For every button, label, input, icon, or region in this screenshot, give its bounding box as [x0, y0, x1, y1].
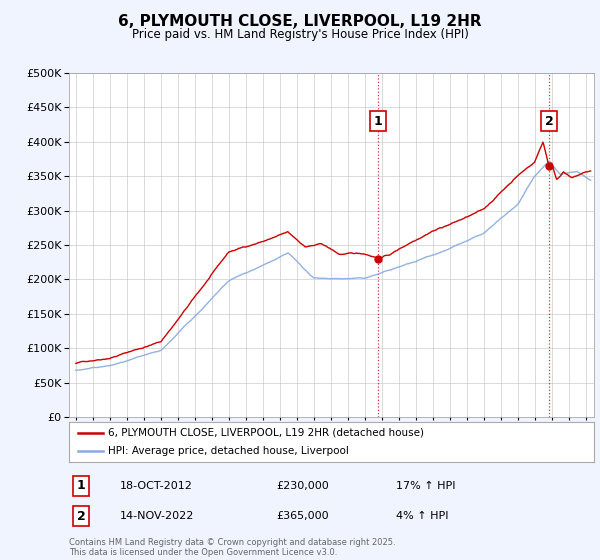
Text: 17% ↑ HPI: 17% ↑ HPI — [396, 480, 455, 491]
Text: £230,000: £230,000 — [276, 480, 329, 491]
Text: 2: 2 — [545, 114, 554, 128]
Text: 1: 1 — [77, 479, 85, 492]
Text: 6, PLYMOUTH CLOSE, LIVERPOOL, L19 2HR (detached house): 6, PLYMOUTH CLOSE, LIVERPOOL, L19 2HR (d… — [109, 428, 424, 437]
Text: 1: 1 — [374, 114, 383, 128]
Text: Contains HM Land Registry data © Crown copyright and database right 2025.
This d: Contains HM Land Registry data © Crown c… — [69, 538, 395, 557]
Text: 4% ↑ HPI: 4% ↑ HPI — [396, 511, 449, 521]
Text: 6, PLYMOUTH CLOSE, LIVERPOOL, L19 2HR: 6, PLYMOUTH CLOSE, LIVERPOOL, L19 2HR — [118, 14, 482, 29]
Text: HPI: Average price, detached house, Liverpool: HPI: Average price, detached house, Live… — [109, 446, 349, 456]
Text: 18-OCT-2012: 18-OCT-2012 — [120, 480, 193, 491]
Text: £365,000: £365,000 — [276, 511, 329, 521]
Text: 14-NOV-2022: 14-NOV-2022 — [120, 511, 194, 521]
Text: Price paid vs. HM Land Registry's House Price Index (HPI): Price paid vs. HM Land Registry's House … — [131, 28, 469, 41]
Text: 2: 2 — [77, 510, 85, 523]
